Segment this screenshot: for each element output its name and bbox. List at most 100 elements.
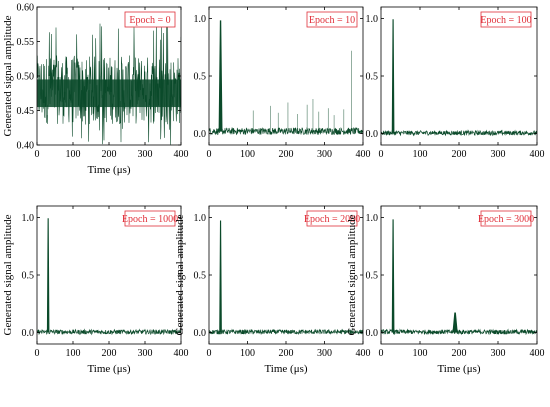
y-tick-label: 1.0 [194,213,207,224]
x-axis-label: Time (μs) [437,363,480,375]
signal-trace [37,22,181,145]
noise-core-band [37,79,181,108]
y-axis-label: Generated signal amplitude [346,214,358,335]
x-tick-label: 100 [66,149,81,160]
noise-trace [381,129,537,137]
x-tick-label: 400 [174,348,189,359]
y-tick-label: 0.5 [22,271,35,282]
x-tick-label: 300 [138,149,153,160]
x-tick-label: 100 [66,348,81,359]
y-tick-label: 0.50 [17,72,35,83]
x-axis-label: Time (μs) [264,363,307,375]
epoch-legend-label: Epoch = 100 [480,15,531,26]
x-tick-label: 400 [530,149,545,160]
x-tick-label: 0 [35,348,40,359]
plot-area [37,206,181,344]
panel-1: 0 100 200 300 400 0.40 0.45 0.50 0.55 0.60 Time (μ… [2,3,189,177]
y-tick-label: 1.0 [366,213,379,224]
y-axis-label: Generated signal amplitude [174,214,186,335]
signal-trace [209,20,363,136]
epoch-legend-label: Epoch = 0 [129,15,170,26]
x-tick-label: 200 [102,348,117,359]
y-tick-label: 0.0 [22,328,35,339]
y-tick-label: 0.5 [366,72,379,83]
y-tick-label: 0.5 [366,271,379,282]
peak-1 [391,19,395,134]
y-tick-label: 0.0 [194,328,207,339]
y-tick-label: 0.0 [366,129,379,140]
epoch-legend-label: Epoch = 10 [309,15,355,26]
x-tick-label: 0 [379,348,384,359]
epoch-legend-box [306,11,358,28]
x-tick-label: 100 [240,348,255,359]
x-tick-label: 100 [240,149,255,160]
x-tick-label: 0 [379,149,384,160]
x-tick-label: 300 [317,348,332,359]
panel-5: 0 100 200 300 400 0.0 0.5 1.0 Time (μs) Generated… [174,205,371,375]
x-tick-label: 100 [413,149,428,160]
x-tick-label: 300 [317,149,332,160]
x-tick-label: 400 [356,149,371,160]
y-tick-label: 1.0 [194,14,207,25]
x-tick-label: 400 [530,348,545,359]
signal-trace [209,220,363,336]
noise-trace [209,328,363,336]
plot-area [209,7,363,145]
peak-1 [46,218,50,333]
x-tick-label: 200 [279,348,294,359]
x-tick-label: 0 [207,348,212,359]
plot-area [381,7,537,145]
panel-3: 0 100 200 300 400 0.0 0.5 1.0 Epoch = 100 [366,6,545,160]
epoch-legend-box [124,210,176,227]
y-tick-label: 0.45 [17,106,35,117]
x-axis-label: Time (μs) [87,363,130,375]
epoch-legend-label: Epoch = 2000 [304,214,360,225]
x-tick-label: 100 [413,348,428,359]
x-tick-label: 200 [279,149,294,160]
epoch-legend-box [306,210,358,227]
y-axis-label: Generated signal amplitude [2,214,14,335]
x-tick-label: 400 [174,149,189,160]
x-tick-label: 200 [452,348,467,359]
y-tick-label: 0.5 [194,271,207,282]
y-tick-label: 1.0 [366,14,379,25]
peak-1 [391,219,395,333]
x-tick-label: 0 [35,149,40,160]
x-tick-label: 200 [102,149,117,160]
plot-area [209,206,363,344]
y-tick-label: 1.0 [22,213,35,224]
noise-trace [381,328,537,336]
epoch-legend-label: Epoch = 3000 [478,214,534,225]
peak-1 [219,220,222,333]
y-tick-label: 0.0 [194,129,207,140]
y-tick-label: 0.0 [366,328,379,339]
y-tick-label: 0.60 [17,3,35,14]
x-tick-label: 400 [356,348,371,359]
x-tick-label: 0 [207,149,212,160]
noise-trace [209,127,363,136]
epoch-legend-box [480,11,532,28]
y-tick-label: 0.40 [17,141,35,152]
y-tick-label: 0.5 [194,72,207,83]
panel-6: 0 100 200 300 400 0.0 0.5 1.0 Time (μs) Generated… [346,205,545,375]
signal-trace [381,19,537,137]
x-tick-label: 300 [491,149,506,160]
panel-2: 0 100 200 300 400 0.0 0.5 1.0 Epoch = 10 [194,6,371,160]
x-tick-label: 300 [491,348,506,359]
x-axis-label: Time (μs) [87,164,130,176]
x-tick-label: 200 [452,149,467,160]
panel-4: 0 100 200 300 400 0.0 0.5 1.0 Time (μs) Generated… [2,205,189,375]
signal-trace [381,219,537,336]
peak-2 [452,312,458,333]
y-axis-label: Generated signal amplitude [2,15,14,136]
epoch-legend-label: Epoch = 1000 [122,214,178,225]
epoch-legend-box [124,11,176,28]
epoch-legend-box [480,210,532,227]
peak-1 [218,20,223,132]
x-tick-label: 300 [138,348,153,359]
noise-trace [37,328,181,336]
y-tick-label: 0.55 [17,37,35,48]
plot-area [381,206,537,344]
signal-trace [37,218,181,336]
